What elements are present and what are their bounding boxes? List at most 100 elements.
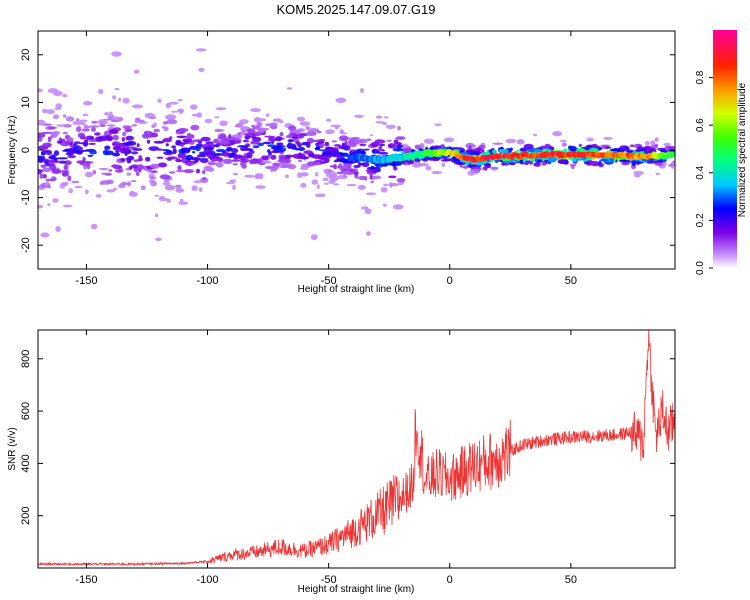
heatmap-cell (203, 165, 213, 172)
heatmap-cell (128, 191, 139, 197)
heatmap-cell (552, 131, 563, 137)
heatmap-y-tick-label: -20 (20, 237, 32, 253)
heatmap-cell (376, 148, 383, 152)
heatmap-cell (366, 138, 372, 142)
heatmap-cell (177, 128, 189, 132)
heatmap-cell (144, 112, 155, 119)
heatmap-cell (297, 116, 305, 122)
heatmap-cell (126, 181, 131, 187)
heatmap-cell (467, 170, 476, 176)
heatmap-cell (364, 208, 372, 215)
heatmap-cell (150, 132, 159, 138)
snr-y-tick-label: 200 (20, 507, 32, 525)
heatmap-cell (85, 189, 89, 195)
heatmap-cell (349, 149, 357, 152)
heatmap-cell (516, 139, 525, 145)
heatmap-cell (202, 176, 207, 181)
heatmap-cell (331, 153, 338, 156)
heatmap-cell (574, 147, 585, 153)
heatmap-cell (196, 112, 203, 118)
heatmap-cell (324, 182, 329, 185)
heatmap-cell (524, 160, 530, 166)
heatmap-cell (239, 130, 247, 136)
heatmap-cell (164, 184, 176, 191)
heatmap-cell (333, 144, 341, 147)
heatmap-cell (633, 170, 644, 175)
heatmap-cell (414, 144, 421, 150)
heatmap-cell (123, 142, 134, 146)
heatmap-cell (338, 163, 343, 169)
heatmap-cell (620, 161, 631, 166)
heatmap-cell (297, 172, 303, 178)
heatmap-cell (153, 122, 157, 128)
heatmap-cell (324, 141, 330, 147)
heatmap-cell (162, 181, 171, 186)
heatmap-cell (121, 137, 125, 142)
heatmap-cell (231, 159, 241, 162)
heatmap-cell (346, 170, 350, 174)
heatmap-cell (38, 136, 43, 142)
heatmap-cell (250, 108, 261, 113)
heatmap-cell (287, 142, 292, 148)
heatmap-cell (217, 135, 228, 140)
heatmap-cell (578, 143, 582, 147)
heatmap-cell (122, 97, 130, 104)
heatmap-cell (138, 155, 143, 159)
heatmap-cell (571, 157, 577, 163)
heatmap-cell (225, 181, 235, 185)
heatmap-cell (178, 99, 183, 102)
heatmap-cell (83, 139, 89, 144)
heatmap-cell (104, 145, 111, 150)
heatmap-cell (462, 165, 469, 169)
heatmap-cell (599, 159, 609, 162)
heatmap-cell (389, 183, 399, 187)
heatmap-cell (412, 161, 422, 168)
heatmap-cell (323, 168, 332, 174)
heatmap-cell (209, 144, 214, 147)
heatmap-cell (239, 162, 245, 166)
heatmap-cell (563, 148, 568, 153)
snr-x-tick-label: 50 (565, 574, 577, 586)
heatmap-cell (228, 133, 232, 140)
heatmap-cell (54, 107, 62, 110)
colorbar-tick-label: 0.6 (695, 118, 706, 132)
heatmap-cell (74, 141, 81, 145)
heatmap-cell (193, 156, 200, 163)
heatmap-cell (310, 234, 318, 241)
heatmap-cell (218, 129, 225, 132)
heatmap-cell (177, 152, 187, 159)
snr-y-tick-label: 400 (20, 454, 32, 472)
heatmap-cell (146, 168, 153, 173)
heatmap-cell (547, 156, 557, 163)
heatmap-cell (255, 185, 266, 189)
heatmap-cell (111, 142, 119, 147)
heatmap-cell (38, 169, 44, 173)
heatmap-cell (298, 152, 303, 158)
heatmap-cell (591, 160, 596, 166)
heatmap-cell (544, 159, 549, 163)
heatmap-cell (122, 131, 126, 137)
heatmap-y-tick-label: 20 (20, 49, 32, 61)
heatmap-cell (279, 132, 284, 137)
heatmap-cell (402, 143, 408, 149)
heatmap-cell (76, 160, 86, 164)
heatmap-y-tick-label: -10 (20, 190, 32, 206)
heatmap-cell (104, 172, 112, 176)
heatmap-cell (148, 146, 160, 152)
heatmap-cell (396, 144, 404, 149)
heatmap-x-tick-label: -100 (197, 275, 219, 287)
heatmap-cell (441, 162, 446, 168)
heatmap-cell (300, 166, 309, 171)
heatmap-cell (328, 170, 334, 173)
heatmap-cell (195, 48, 207, 52)
heatmap-cell (561, 142, 567, 147)
heatmap-cell (523, 143, 534, 150)
heatmap-cell (375, 162, 384, 168)
heatmap-cell (295, 141, 301, 145)
heatmap-cell (382, 203, 387, 207)
heatmap-cell (179, 198, 184, 203)
snr-xlabel: Height of straight line (km) (298, 584, 415, 595)
heatmap-cell (276, 142, 284, 146)
heatmap-cell (333, 183, 340, 186)
